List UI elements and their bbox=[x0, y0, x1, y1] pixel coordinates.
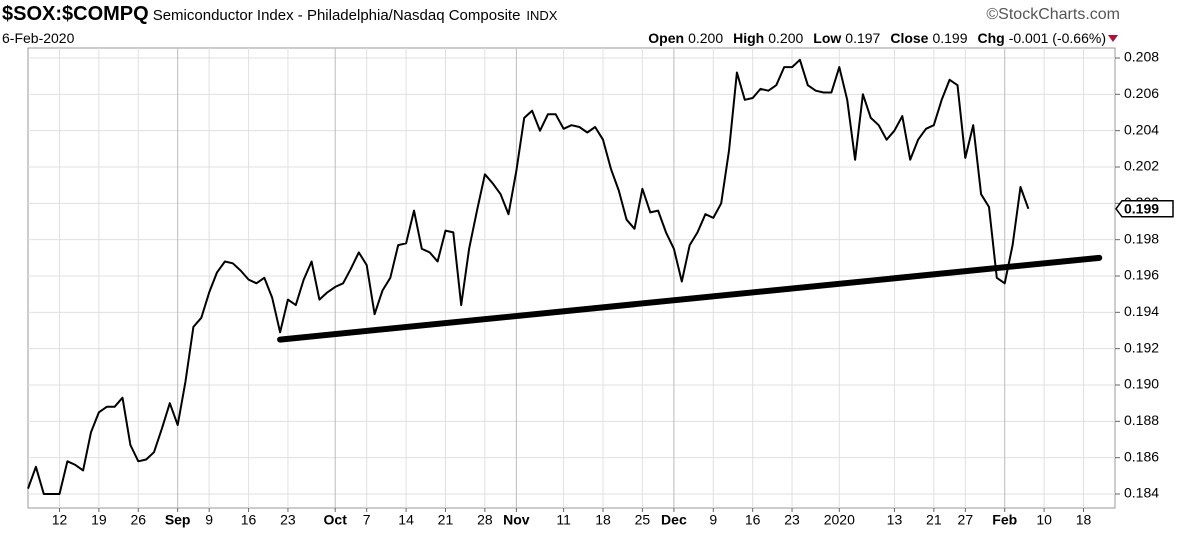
x-tick-label: 19 bbox=[91, 512, 107, 528]
y-tick-label: 0.202 bbox=[1124, 158, 1159, 174]
x-tick-label: Sep bbox=[165, 512, 191, 528]
x-tick-label: 23 bbox=[280, 512, 296, 528]
quote-value: 0.200 bbox=[688, 30, 724, 46]
x-tick-label: 26 bbox=[130, 512, 146, 528]
x-tick-label: 18 bbox=[1076, 512, 1092, 528]
x-tick-label: 21 bbox=[926, 512, 942, 528]
x-tick-label: 13 bbox=[887, 512, 903, 528]
x-tick-label: 18 bbox=[595, 512, 611, 528]
price-line bbox=[27, 58, 1030, 495]
x-tick-label: Feb bbox=[992, 512, 1017, 528]
x-tick-label: 23 bbox=[784, 512, 800, 528]
x-tick-label: 27 bbox=[958, 512, 974, 528]
y-tick-label: 0.196 bbox=[1124, 267, 1159, 283]
y-tick-label: 0.198 bbox=[1124, 230, 1159, 246]
source: ©StockCharts.com bbox=[986, 6, 1120, 23]
plot-area bbox=[27, 47, 1116, 509]
trendline bbox=[277, 254, 1103, 343]
x-tick-label: 28 bbox=[477, 512, 493, 528]
y-tick-label: 0.192 bbox=[1124, 339, 1159, 355]
date: 6-Feb-2020 bbox=[2, 30, 75, 46]
x-tick-label: 9 bbox=[205, 512, 213, 528]
x-tick-label: 21 bbox=[438, 512, 454, 528]
x-tick-label: 2020 bbox=[824, 512, 855, 528]
x-tick-label: 14 bbox=[398, 512, 414, 528]
y-tick-label: 0.204 bbox=[1124, 121, 1159, 137]
y-tick-label: 0.208 bbox=[1124, 49, 1159, 65]
x-tick-label: 11 bbox=[556, 512, 571, 528]
exchange: INDX bbox=[526, 8, 558, 23]
subtitle: Semiconductor Index - Philadelphia/Nasda… bbox=[152, 7, 521, 24]
x-tick-label: Oct bbox=[324, 512, 348, 528]
quote-value: -0.001 (-0.66%) bbox=[1008, 30, 1106, 46]
y-tick-label: 0.184 bbox=[1124, 485, 1159, 501]
quote-label: Open bbox=[648, 30, 685, 46]
quote-label: High bbox=[733, 30, 765, 46]
quote-value: 0.197 bbox=[845, 30, 881, 46]
x-tick-label: 16 bbox=[745, 512, 761, 528]
y-tick-label: 0.190 bbox=[1124, 376, 1159, 392]
quote-label: Low bbox=[813, 30, 842, 46]
chart-title: $SOX:$COMPQ bbox=[2, 3, 149, 25]
x-tick-label: 10 bbox=[1036, 512, 1052, 528]
x-tick-label: 25 bbox=[635, 512, 651, 528]
x-tick-label: 9 bbox=[709, 512, 717, 528]
y-tick-label: 0.194 bbox=[1124, 303, 1159, 319]
x-tick-label: Nov bbox=[503, 512, 530, 528]
quote-label: Chg bbox=[977, 30, 1005, 46]
quote-value: 0.199 bbox=[932, 30, 968, 46]
y-tick-label: 0.186 bbox=[1124, 448, 1159, 464]
quote-label: Close bbox=[890, 30, 929, 46]
y-tick-label: 0.206 bbox=[1124, 85, 1159, 101]
change-arrow bbox=[1108, 35, 1118, 42]
quote-value: 0.200 bbox=[768, 30, 804, 46]
x-tick-label: 16 bbox=[241, 512, 257, 528]
last-value-tag bbox=[1115, 200, 1174, 218]
x-tick-label: Dec bbox=[661, 512, 687, 528]
last-value-label: 0.199 bbox=[1124, 200, 1159, 216]
y-tick-label: 0.188 bbox=[1124, 412, 1159, 428]
x-tick-label: 7 bbox=[363, 512, 371, 528]
x-tick-label: 12 bbox=[52, 512, 68, 528]
header: $SOX:$COMPQ Semiconductor Index - Philade… bbox=[2, 3, 557, 26]
quote: Open 0.200 High 0.200 Low 0.197 Close 0.199 Chg -… bbox=[638, 30, 1106, 46]
